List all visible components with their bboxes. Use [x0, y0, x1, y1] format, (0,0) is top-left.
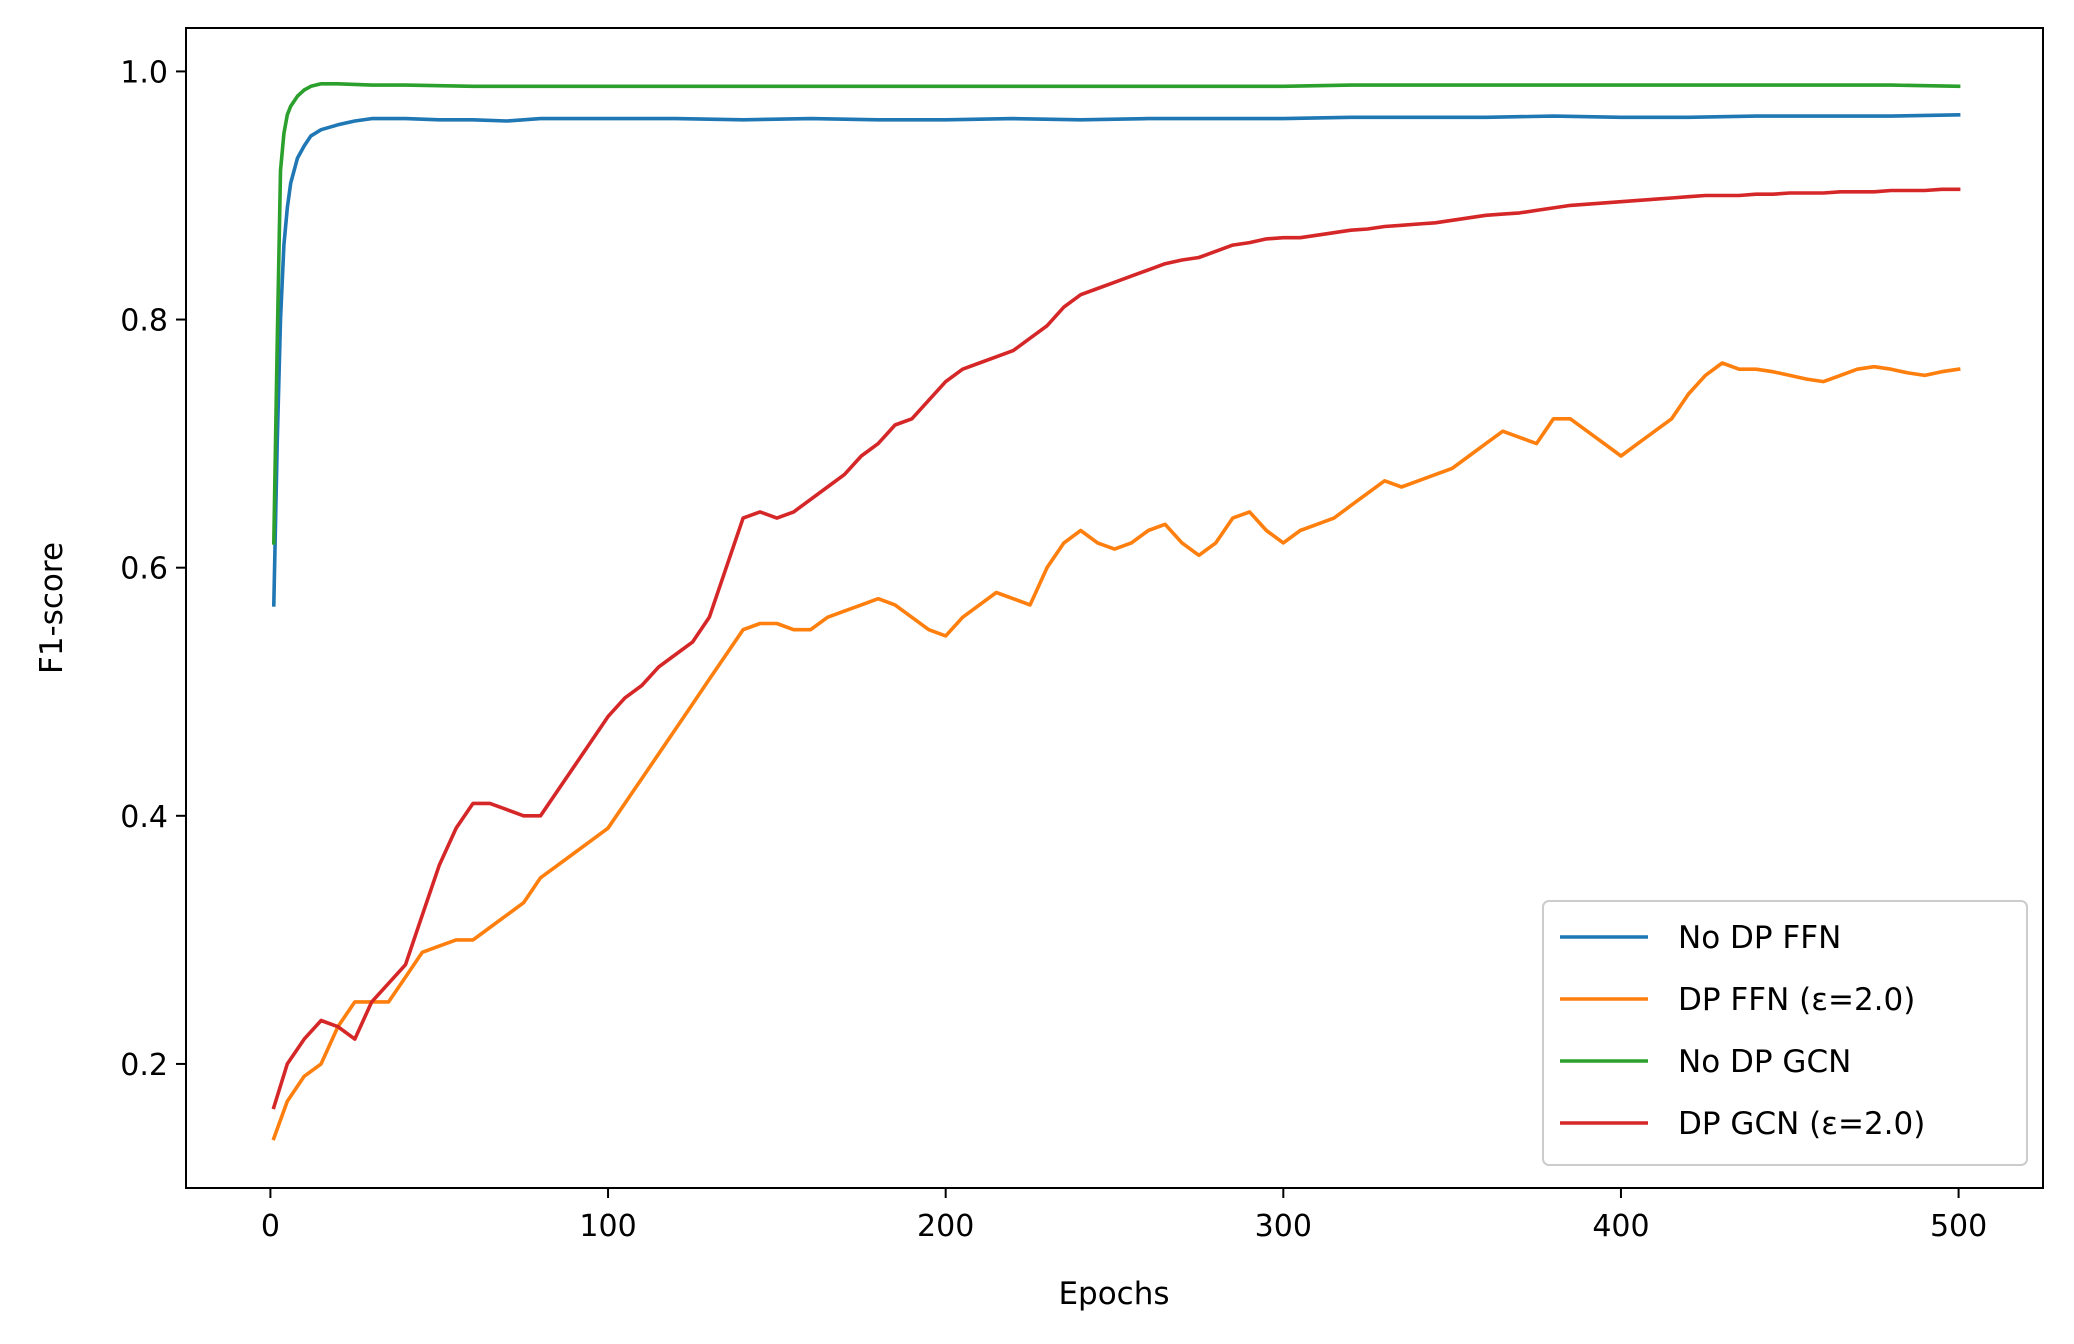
legend-label: No DP FFN [1678, 920, 1841, 956]
legend-label: DP GCN (ε=2.0) [1678, 1106, 1925, 1142]
x-tick-label: 100 [579, 1209, 636, 1244]
legend-box [1542, 900, 2028, 1166]
series-line-1 [271, 112, 1961, 607]
x-tick-label: 400 [1592, 1209, 1649, 1244]
y-tick-label: 1.0 [120, 55, 168, 90]
x-tick-label: 0 [261, 1209, 280, 1244]
x-tick-label: 500 [1930, 1209, 1987, 1244]
legend-label: No DP GCN [1678, 1044, 1851, 1080]
y-tick-label: 0.8 [120, 304, 168, 339]
y-axis-label: F1-score [34, 542, 70, 674]
y-tick-label: 0.4 [120, 800, 168, 835]
x-tick-label: 300 [1255, 1209, 1312, 1244]
series-lines [271, 82, 1961, 1141]
x-axis-ticks: 0 100 200 300 400 500 [261, 1188, 1987, 1244]
series-line-3 [271, 82, 1961, 545]
series-line-4 [271, 187, 1961, 1110]
x-tick-label: 200 [917, 1209, 974, 1244]
plot-frame [185, 27, 2044, 1189]
series-line-2 [271, 361, 1961, 1141]
y-tick-label: 0.6 [120, 552, 168, 587]
x-axis-label: Epochs [1058, 1276, 1169, 1312]
y-tick-label: 0.2 [120, 1048, 168, 1083]
y-axis-ticks: 0.2 0.4 0.6 0.8 1.0 [120, 55, 186, 1083]
legend-label: DP FFN (ε=2.0) [1678, 982, 1915, 1018]
legend: No DP FFN DP FFN (ε=2.0) No DP GCN DP GCN (… [1542, 900, 2028, 1166]
